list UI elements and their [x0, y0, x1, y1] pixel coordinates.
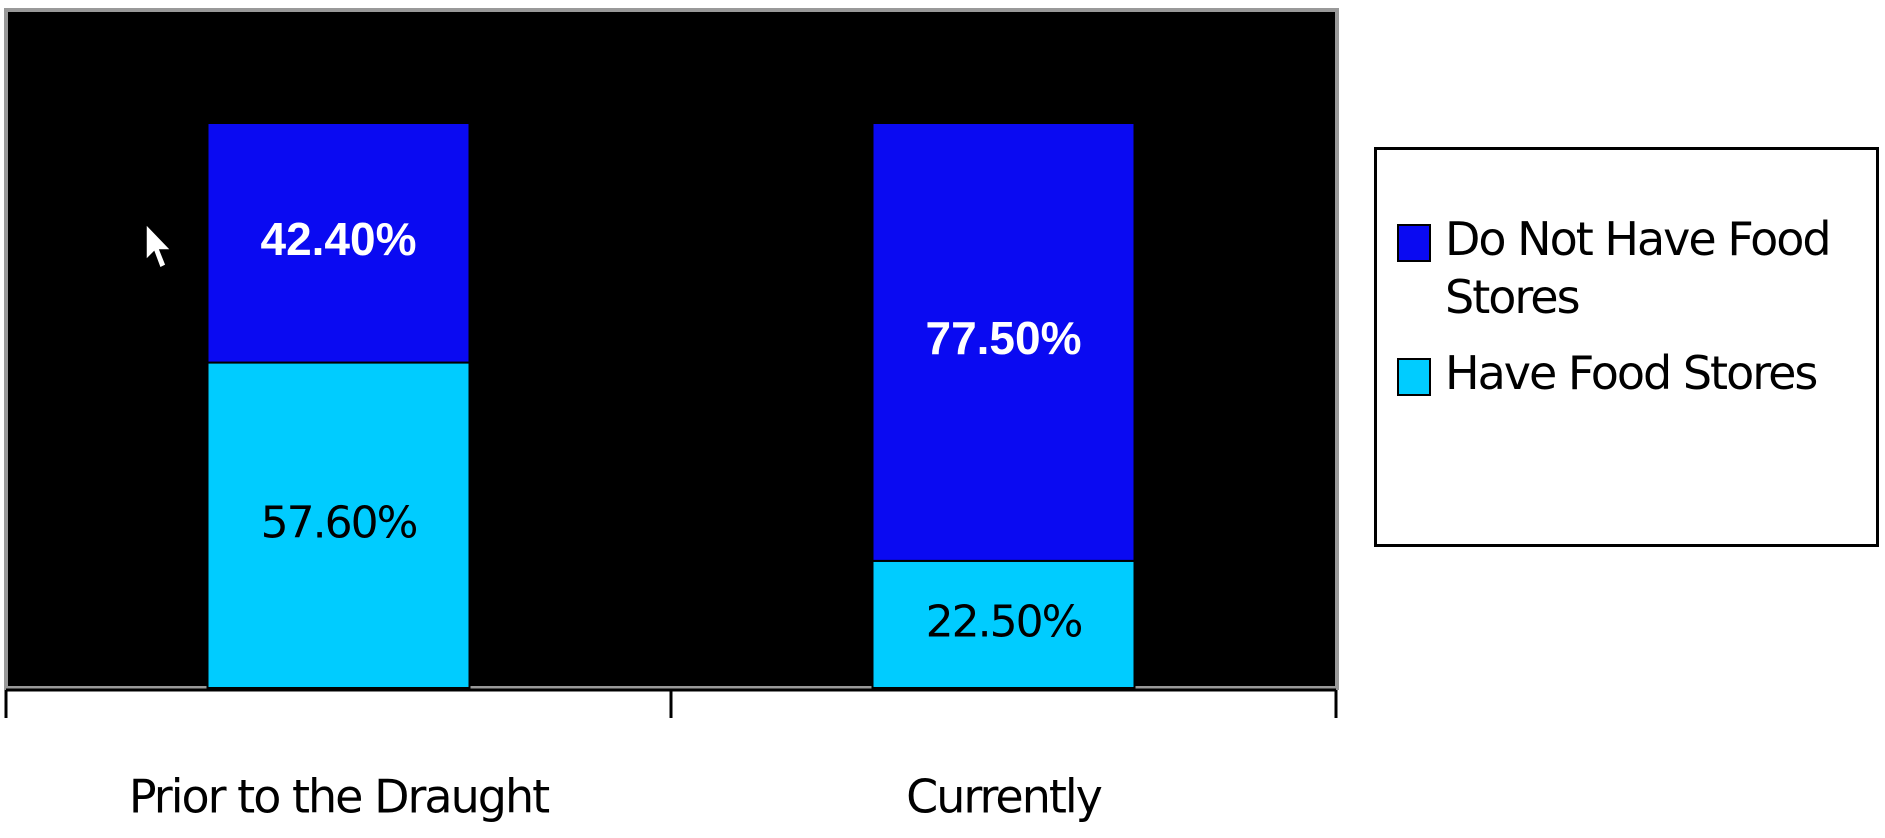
- legend-swatch: [1397, 358, 1431, 396]
- legend-label: Have Food Stores: [1445, 346, 1818, 400]
- mouse-cursor: [145, 222, 173, 270]
- data-label: 42.40%: [260, 213, 416, 265]
- legend-entry: Have Food Stores: [1397, 344, 1866, 402]
- legend-swatch: [1397, 224, 1431, 262]
- bar-segment: [871, 559, 1136, 689]
- bar-segment: [206, 122, 471, 364]
- bar-segment: [206, 361, 471, 689]
- data-label: 77.50%: [925, 312, 1081, 364]
- legend-entry: Do Not Have Food Stores: [1397, 210, 1866, 326]
- plot-area: [4, 8, 1339, 690]
- x-tick-label: Currently: [906, 770, 1102, 824]
- x-tick-label: Prior to the Draught: [129, 770, 549, 824]
- bar-segment: [871, 122, 1136, 562]
- legend: Do Not Have Food Stores Have Food Stores: [1374, 147, 1879, 547]
- data-label: 57.60%: [261, 497, 417, 548]
- data-label: 22.50%: [926, 596, 1082, 647]
- legend-label: Do Not Have Food Stores: [1445, 212, 1832, 324]
